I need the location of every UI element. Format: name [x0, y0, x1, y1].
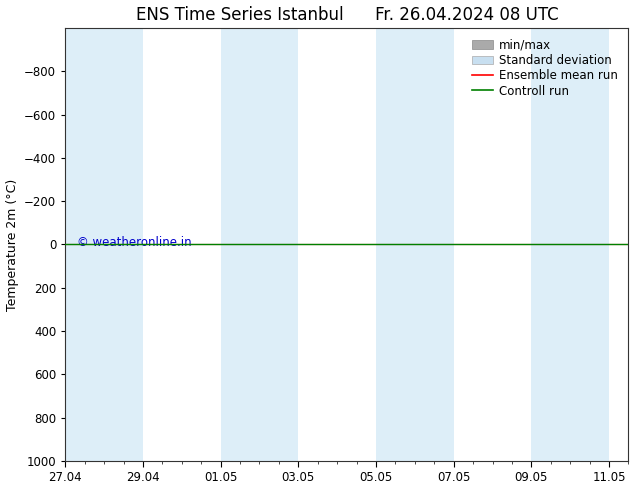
Bar	[221, 28, 299, 461]
Legend: min/max, Standard deviation, Ensemble mean run, Controll run: min/max, Standard deviation, Ensemble me…	[467, 34, 623, 102]
Bar	[531, 28, 609, 461]
Y-axis label: Temperature 2m (°C): Temperature 2m (°C)	[6, 178, 18, 311]
Text: © weatheronline.in: © weatheronline.in	[77, 236, 191, 249]
Title: ENS Time Series Istanbul      Fr. 26.04.2024 08 UTC: ENS Time Series Istanbul Fr. 26.04.2024 …	[136, 5, 558, 24]
Bar	[376, 28, 454, 461]
Bar	[65, 28, 143, 461]
